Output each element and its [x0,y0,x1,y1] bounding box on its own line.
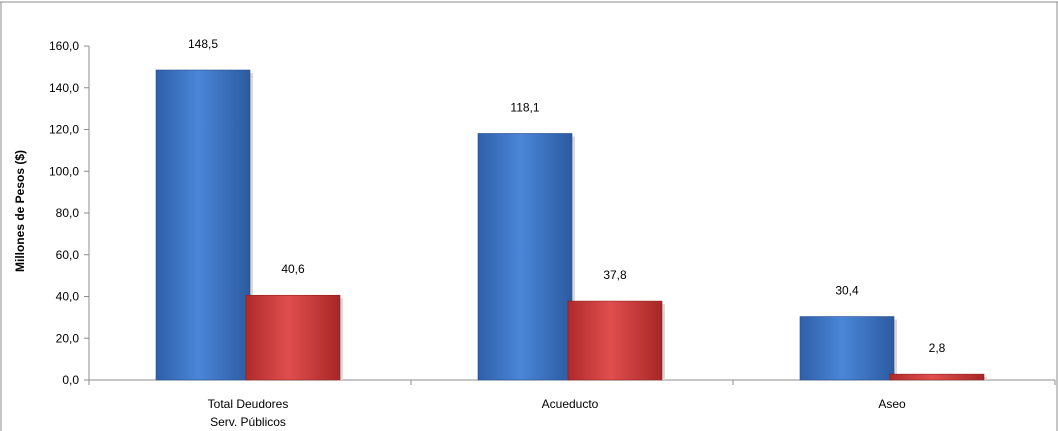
y-axis-title: Millones de Pesos ($) [13,150,27,272]
bar-series-1 [155,69,251,381]
y-tick-label: 20,0 [56,331,80,345]
x-category-label: Aseo [878,397,906,411]
data-label: 30,4 [835,284,859,298]
y-tick-label: 100,0 [49,164,79,178]
bar-series-1 [799,316,895,381]
y-tick-label: 80,0 [56,206,80,220]
x-category-label: Total Deudores [208,397,289,411]
data-label: 148,5 [188,37,218,51]
x-category-label: Serv. Públicos [210,415,286,429]
y-tick-label: 0,0 [62,373,79,387]
labels-layer: 148,5 40,6 Total Deudores Serv. Públicos 118… [188,37,946,429]
bar-series-1 [477,133,573,381]
data-label: 118,1 [510,100,539,114]
bars-layer [155,69,987,381]
y-tick-label: 160,0 [49,39,79,53]
data-label: 40,6 [281,262,305,276]
x-category-label: Acueducto [542,397,599,411]
y-tick-label: 40,0 [56,290,80,304]
y-tick-label: 60,0 [56,248,80,262]
y-tick-label: 140,0 [49,81,79,95]
bar-series-2 [567,300,663,381]
y-tick-label: 120,0 [49,123,79,137]
data-label: 37,8 [603,268,627,282]
data-label: 2,8 [929,341,946,355]
bar-series-2 [889,373,985,381]
bar-series-2 [245,294,341,381]
